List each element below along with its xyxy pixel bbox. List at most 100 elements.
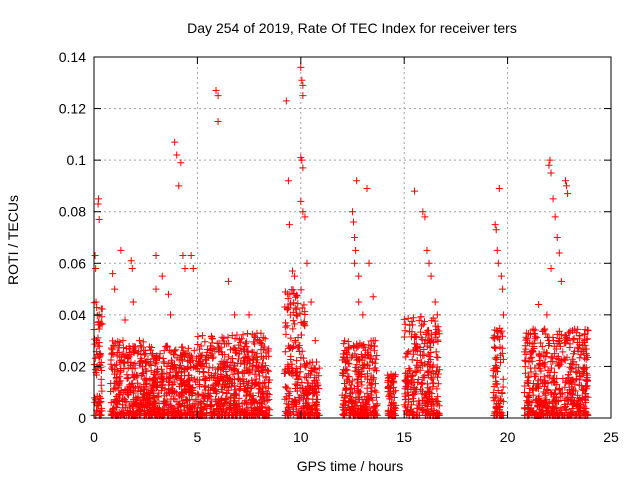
data-point <box>97 375 105 383</box>
data-point <box>199 360 207 368</box>
data-point <box>549 195 557 203</box>
data-point <box>181 350 189 358</box>
data-point <box>349 352 357 360</box>
data-point <box>550 337 558 345</box>
data-point <box>358 381 366 389</box>
data-point <box>256 338 264 346</box>
data-point <box>348 377 356 385</box>
data-point <box>554 396 562 404</box>
data-point <box>491 335 499 343</box>
data-point <box>126 345 134 353</box>
data-point <box>533 334 541 342</box>
data-point <box>92 264 100 272</box>
data-point <box>167 356 175 364</box>
data-point <box>181 372 189 380</box>
data-point <box>431 298 439 306</box>
data-point <box>414 404 422 412</box>
data-point <box>111 285 119 293</box>
data-point <box>351 234 359 241</box>
data-point <box>409 314 417 322</box>
data-point <box>110 404 118 412</box>
data-point <box>356 339 364 347</box>
data-point <box>142 350 150 358</box>
axis-ticks <box>93 56 612 419</box>
data-point <box>527 368 535 376</box>
data-point <box>165 386 173 394</box>
data-point <box>293 311 301 319</box>
data-point <box>211 345 219 353</box>
data-point <box>152 404 160 412</box>
data-point <box>266 406 274 414</box>
data-point <box>523 335 531 343</box>
data-point <box>171 138 179 146</box>
data-point <box>566 340 574 348</box>
data-point <box>303 403 311 411</box>
data-point <box>298 331 306 339</box>
data-point <box>126 383 134 391</box>
data-point <box>97 381 105 389</box>
data-point <box>147 358 155 366</box>
data-point <box>160 375 168 383</box>
data-point <box>420 351 428 359</box>
data-point <box>291 304 299 312</box>
data-point <box>260 354 268 362</box>
data-point <box>214 117 222 125</box>
data-point <box>235 341 243 349</box>
data-point <box>542 330 550 338</box>
data-point <box>252 366 260 374</box>
data-point <box>150 408 158 416</box>
data-point <box>402 378 410 386</box>
data-point <box>284 177 292 185</box>
data-point <box>230 361 238 369</box>
data-point <box>130 395 138 403</box>
data-point <box>126 361 134 369</box>
data-point <box>352 399 360 407</box>
data-point <box>287 355 295 363</box>
data-point <box>169 387 177 395</box>
data-point <box>231 335 239 343</box>
data-point <box>195 380 203 388</box>
data-point <box>359 311 367 319</box>
data-point <box>198 410 206 418</box>
data-point <box>123 352 131 360</box>
data-point <box>122 398 130 406</box>
data-point <box>158 374 166 382</box>
data-point <box>113 392 120 400</box>
data-point <box>309 390 317 398</box>
data-point <box>186 377 194 385</box>
data-point <box>171 395 179 403</box>
data-point <box>414 375 422 383</box>
data-point <box>186 351 194 359</box>
data-point <box>238 369 246 377</box>
data-point <box>253 350 261 358</box>
data-point <box>194 341 202 349</box>
y-tick-label: 0 <box>78 410 86 426</box>
data-point <box>239 331 247 339</box>
data-point <box>492 380 500 388</box>
data-point <box>556 360 564 368</box>
data-point <box>290 299 298 307</box>
data-point <box>147 407 155 415</box>
data-point <box>522 329 530 337</box>
data-point <box>433 373 441 381</box>
data-point <box>147 387 155 395</box>
data-point <box>265 367 273 375</box>
data-point <box>219 377 227 385</box>
data-point <box>296 309 304 317</box>
data-point <box>576 341 584 349</box>
data-point <box>410 397 418 405</box>
data-point <box>251 378 259 386</box>
data-point <box>152 285 160 293</box>
data-point <box>433 408 441 416</box>
data-point <box>565 374 573 382</box>
data-point <box>240 379 248 387</box>
data-point <box>526 407 534 415</box>
data-point <box>121 404 129 412</box>
data-point <box>148 351 156 359</box>
data-point <box>213 374 221 382</box>
data-point <box>264 378 272 386</box>
data-point <box>232 386 240 394</box>
data-point <box>225 339 233 347</box>
data-point <box>497 272 505 280</box>
data-point <box>296 384 304 392</box>
